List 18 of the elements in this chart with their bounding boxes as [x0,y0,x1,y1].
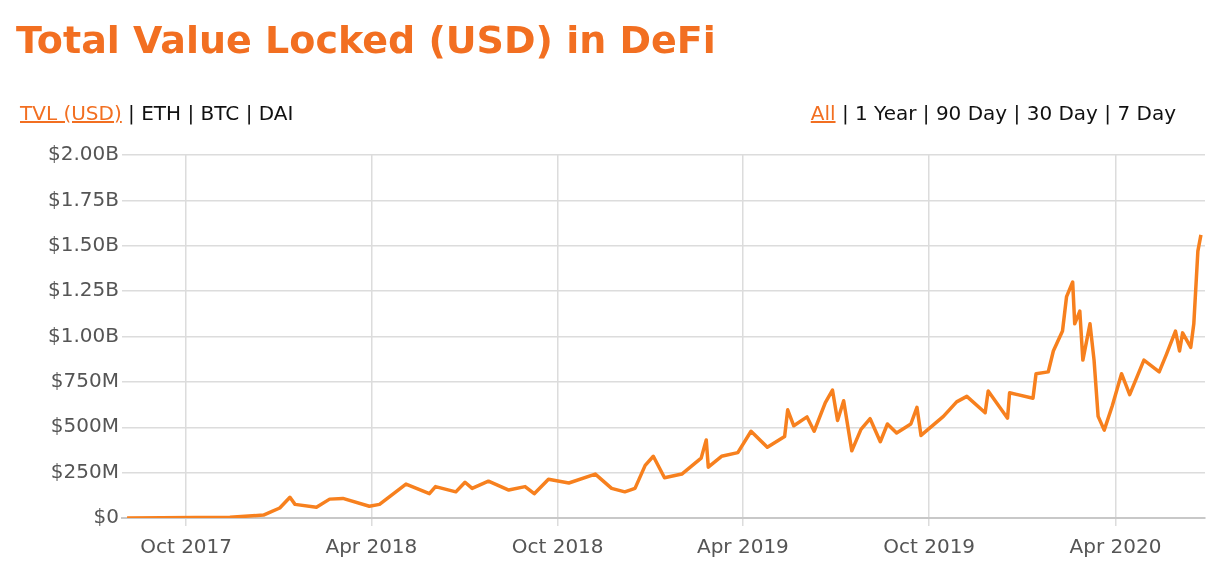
x-tick-label: Apr 2020 [1069,534,1162,559]
y-tick-label: $250M [50,458,119,483]
y-tick-label: $1.50B [48,231,119,256]
y-tick-label: $750M [50,368,119,393]
x-tick-label: Oct 2017 [140,534,233,559]
x-tick-label: Apr 2019 [696,534,789,559]
x-tick-label: Oct 2018 [511,534,604,559]
x-tick-label: Oct 2019 [883,534,976,559]
y-tick-label: $500M [50,413,119,438]
y-tick-label: $0 [93,504,119,529]
text: All | 1 Year | 90 Day | 30 Day | 7 Day [810,101,1176,125]
y-tick-label: $1.25B [48,277,119,302]
x-tick-label: Apr 2018 [325,534,418,559]
y-tick-label: $2.00B [48,141,119,166]
chart-title: Total Value Locked (USD) in DeFi [16,18,716,62]
y-tick-label: $1.75B [48,186,119,211]
text: TVL (USD) | ETH | BTC | DAI [20,101,294,125]
y-tick-label: $1.00B [48,322,119,347]
